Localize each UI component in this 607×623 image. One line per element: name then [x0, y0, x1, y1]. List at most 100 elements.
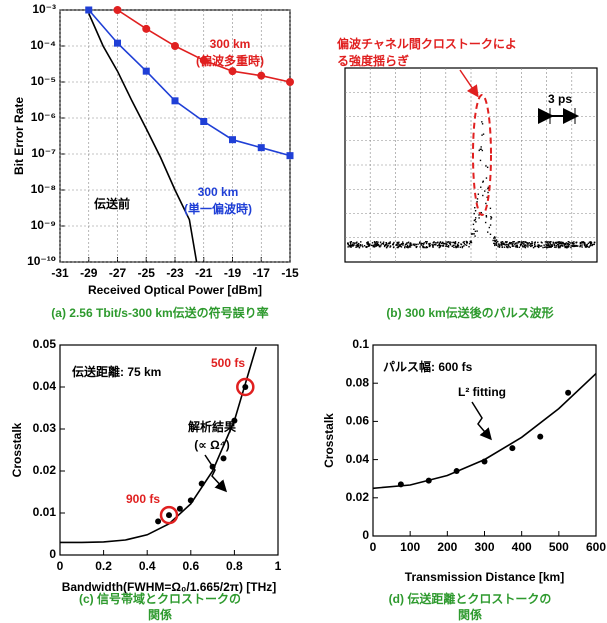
trace-dot [381, 243, 382, 244]
x-axis-label: Transmission Distance [km] [405, 570, 564, 584]
trace-dot [376, 244, 377, 245]
trace-dot [464, 244, 465, 245]
x-tick-label: 0.6 [182, 559, 199, 573]
trace-dot [558, 243, 559, 244]
caption: 関係 [458, 607, 482, 622]
y-tick-label: 0.04 [346, 452, 370, 466]
trace-dot [520, 245, 521, 246]
y-tick-label: 0.03 [33, 421, 57, 435]
trace-dot [550, 244, 551, 245]
trace-dot [558, 242, 559, 243]
trace-dot [494, 243, 495, 244]
trace-dot [466, 241, 467, 242]
trace-dot [407, 242, 408, 243]
trace-dot [532, 245, 533, 246]
trace-dot [448, 246, 449, 247]
trace-dot [463, 245, 464, 246]
trace-dot [367, 241, 368, 242]
trace-dot [581, 241, 582, 242]
trace-dot [445, 246, 446, 247]
trace-dot [437, 245, 438, 246]
trace-dot [371, 245, 372, 246]
trace-dot [586, 244, 587, 245]
trace-dot [549, 241, 550, 242]
trace-dot [512, 244, 513, 245]
y-tick-label: 0 [49, 547, 56, 561]
trace-dot [520, 244, 521, 245]
trace-dot [350, 242, 351, 243]
trace-dot [493, 243, 494, 244]
trace-dot [491, 217, 492, 218]
trace-dot [484, 190, 485, 191]
trace-dot [496, 245, 497, 246]
arrow [472, 402, 490, 438]
x-tick-label: -25 [138, 266, 156, 280]
trace-dot [402, 241, 403, 242]
y-tick-label: 0.06 [346, 414, 370, 428]
trace-dot [403, 243, 404, 244]
trace-dot [566, 242, 567, 243]
trace-dot [494, 237, 495, 238]
trace-dot [537, 246, 538, 247]
trace-dot [398, 243, 399, 244]
x-tick-label: -15 [281, 266, 299, 280]
trace-dot [392, 244, 393, 245]
trace-dot [356, 242, 357, 243]
trace-dot [559, 242, 560, 243]
y-tick-label: 0.05 [33, 337, 57, 351]
trace-dot [554, 244, 555, 245]
trace-dot [547, 242, 548, 243]
trace-dot [525, 241, 526, 242]
trace-dot [593, 244, 594, 245]
trace-dot [432, 247, 433, 248]
trace-dot [348, 244, 349, 245]
annotation: パルス幅: 600 fs [383, 359, 473, 374]
marker [171, 42, 179, 50]
y-axis-label: Crosstalk [10, 422, 24, 477]
trace-dot [590, 242, 591, 243]
x-tick-label: 0 [57, 559, 64, 573]
trace-dot [509, 242, 510, 243]
trace-dot [572, 246, 573, 247]
marker [114, 6, 122, 14]
marker [229, 67, 237, 75]
trace-dot [538, 246, 539, 247]
x-tick-label: -21 [195, 266, 213, 280]
page: {"chart_data": [ {"type": "line", "log_y… [0, 0, 607, 623]
y-tick-label: 10⁻⁵ [31, 74, 56, 88]
trace-dot [359, 247, 360, 248]
trace-dot [362, 244, 363, 245]
trace-dot [439, 242, 440, 243]
trace-dot [404, 245, 405, 246]
annotation: 300 km [198, 185, 239, 199]
trace-dot [503, 243, 504, 244]
annotation: 偏波チャネル間クロストークによ [337, 36, 517, 51]
trace-dot [577, 245, 578, 246]
trace-dot [364, 245, 365, 246]
x-tick-label: 300 [474, 540, 494, 554]
trace-dot [362, 246, 363, 247]
y-tick-label: 0 [362, 528, 369, 542]
trace-dot [561, 243, 562, 244]
trace-dot [492, 240, 493, 241]
trace-dot [568, 246, 569, 247]
marker [221, 455, 227, 461]
trace-dot [475, 221, 476, 222]
trace-dot [351, 245, 352, 246]
x-tick-label: 0.4 [139, 559, 156, 573]
trace-dot [478, 217, 479, 218]
trace-dot [480, 149, 481, 150]
trace-dot [567, 243, 568, 244]
trace-dot [355, 245, 356, 246]
annotation: (単一偏波時) [184, 201, 252, 216]
trace-dot [426, 241, 427, 242]
trace-dot [553, 242, 554, 243]
trace-dot [360, 241, 361, 242]
trace-dot [497, 246, 498, 247]
trace-dot [474, 207, 475, 208]
annotation: 300 km [210, 37, 251, 51]
trace-dot [501, 247, 502, 248]
trace-dot [372, 242, 373, 243]
x-tick-label: -19 [224, 266, 242, 280]
trace-dot [453, 247, 454, 248]
